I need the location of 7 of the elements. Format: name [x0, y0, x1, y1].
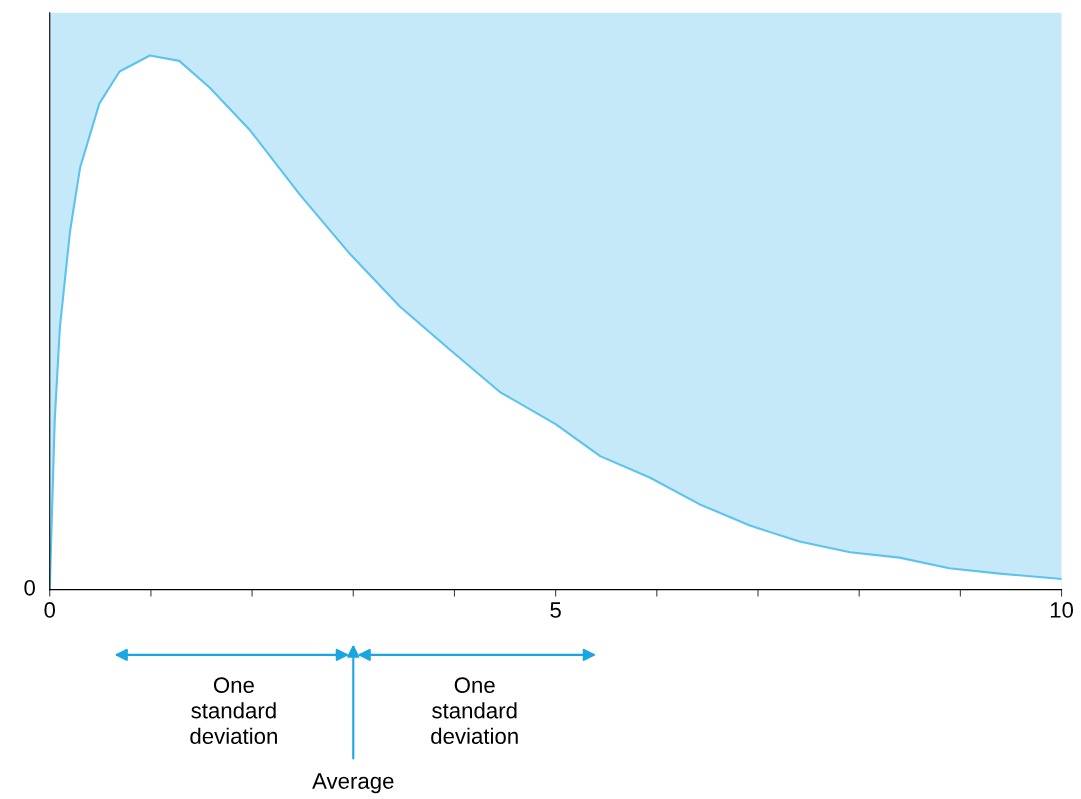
- x-tick-label: 10: [1050, 602, 1074, 618]
- x-tick-label: 0: [44, 602, 56, 618]
- text: Average: [312, 773, 394, 794]
- text: One standard deviation: [431, 677, 518, 745]
- text: One standard deviation: [190, 677, 277, 745]
- text: 0: [24, 579, 35, 596]
- x-tick-label: 5: [550, 602, 561, 618]
